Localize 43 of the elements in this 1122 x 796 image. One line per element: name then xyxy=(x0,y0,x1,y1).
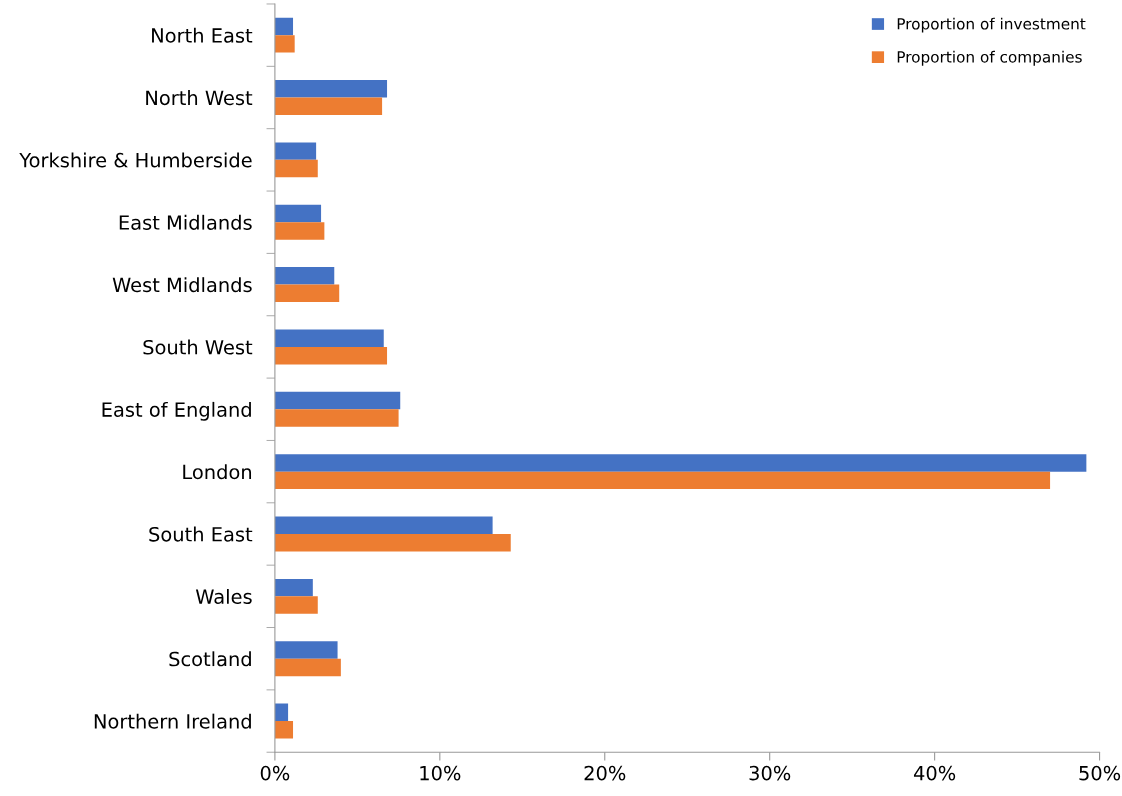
y-tick-label: West Midlands xyxy=(112,277,252,293)
bar xyxy=(274,471,1051,490)
bar xyxy=(274,142,317,160)
bar xyxy=(274,97,383,115)
bar xyxy=(274,346,388,365)
y-tick-label: South West xyxy=(143,339,253,355)
x-tick-label: 30% xyxy=(749,765,791,781)
bar xyxy=(274,391,401,410)
y-tick-label: Wales xyxy=(195,588,252,604)
bar xyxy=(274,641,338,659)
bar xyxy=(274,454,1087,472)
bar xyxy=(274,658,341,677)
bar xyxy=(274,222,325,240)
x-tick-label: 40% xyxy=(913,765,956,781)
y-tick-label: North West xyxy=(146,90,253,106)
bar xyxy=(274,284,340,303)
bar xyxy=(274,80,388,98)
bar xyxy=(274,578,313,597)
bar xyxy=(274,596,318,614)
legend-label: Proportion of investment xyxy=(897,17,1086,33)
bar xyxy=(274,533,511,552)
bar xyxy=(274,159,318,178)
x-tick-label: 10% xyxy=(420,765,461,781)
bar xyxy=(274,17,294,36)
y-tick-label: Northern Ireland xyxy=(94,713,251,729)
y-tick-label: South East xyxy=(149,526,253,542)
y-tick-label: East Midlands xyxy=(119,214,252,230)
bar xyxy=(274,204,322,223)
y-tick-label: Yorkshire & Humberside xyxy=(19,152,252,168)
legend-label: Proportion of companies xyxy=(897,50,1082,66)
x-tick-label: 20% xyxy=(584,765,626,781)
bar xyxy=(274,721,294,739)
bar xyxy=(274,267,335,285)
bar xyxy=(274,35,295,53)
bar xyxy=(274,409,399,427)
y-tick-label: London xyxy=(183,464,252,480)
y-tick-label: North East xyxy=(152,27,253,43)
y-tick-label: East of England xyxy=(102,401,251,421)
bar xyxy=(274,329,384,347)
x-tick-label: 50% xyxy=(1079,765,1121,781)
bar xyxy=(274,516,493,534)
x-tick-label: 0% xyxy=(260,765,290,781)
y-tick-label: Scotland xyxy=(169,651,251,667)
